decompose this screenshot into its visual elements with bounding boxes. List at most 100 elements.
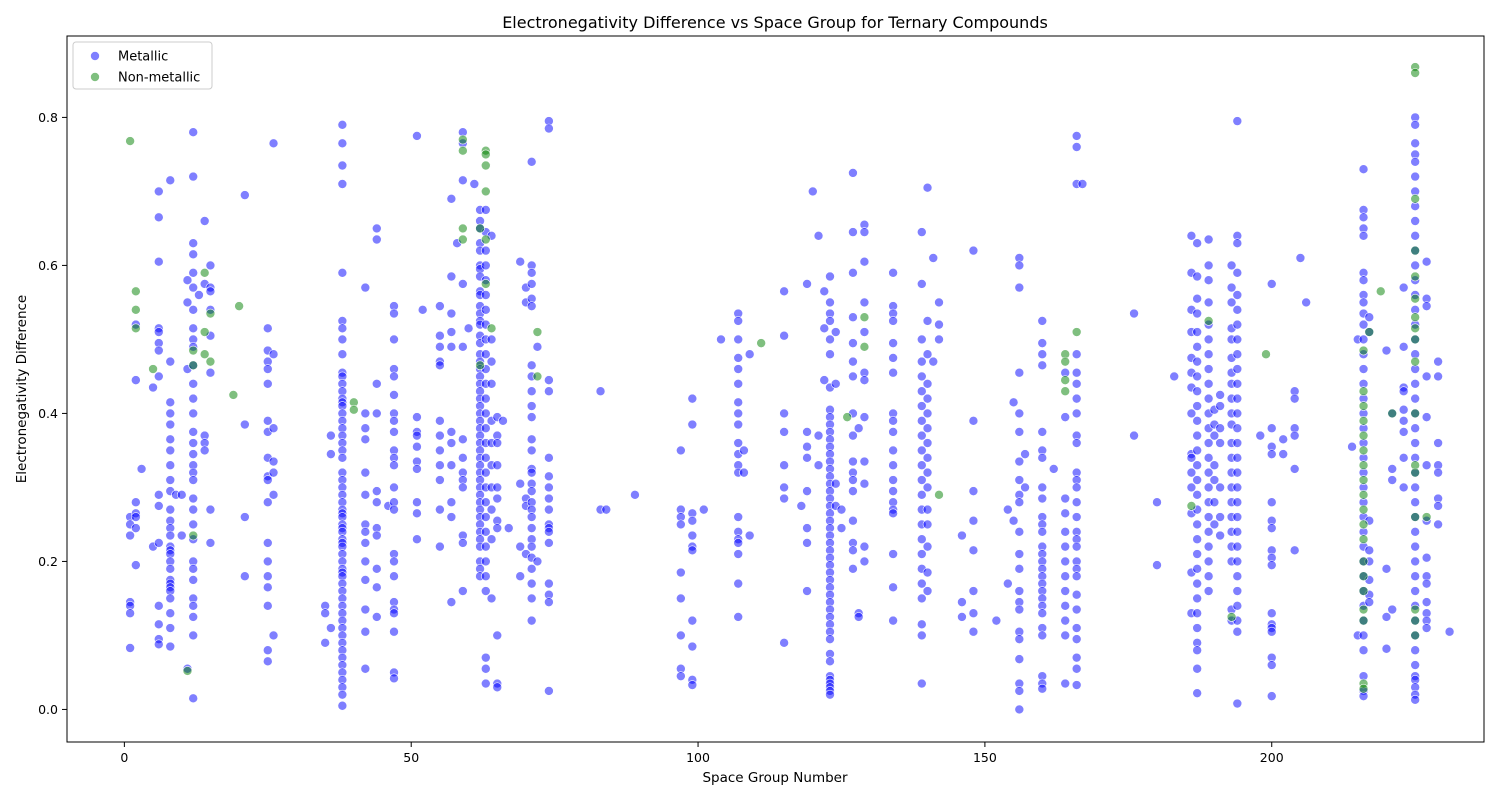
data-point-metallic	[1215, 423, 1225, 434]
data-point-metallic	[825, 634, 835, 644]
data-point-metallic	[165, 504, 176, 515]
data-point-metallic	[412, 412, 422, 422]
data-point-metallic	[1192, 645, 1202, 656]
data-point-metallic	[1060, 493, 1071, 504]
data-point-metallic	[802, 538, 812, 548]
data-point-metallic	[153, 538, 164, 548]
data-point-metallic	[1192, 623, 1202, 633]
data-point-metallic	[526, 386, 537, 397]
data-point-metallic	[1008, 515, 1019, 526]
data-point-metallic	[337, 334, 348, 345]
data-point-metallic	[916, 578, 927, 589]
data-point-metallic	[848, 430, 858, 441]
data-point-metallic	[446, 597, 457, 607]
data-point-metallic	[389, 416, 399, 426]
data-point-non-metallic	[1410, 615, 1420, 626]
data-point-metallic	[1071, 652, 1082, 663]
data-point-metallic	[802, 453, 812, 463]
data-point-metallic	[268, 456, 279, 467]
data-point-metallic	[916, 630, 927, 641]
data-point-non-metallic	[1358, 401, 1369, 411]
data-point-metallic	[888, 427, 898, 437]
data-point-metallic	[131, 523, 141, 533]
legend-label-metallic: Metallic	[118, 50, 168, 65]
data-point-metallic	[188, 519, 199, 530]
data-point-metallic	[859, 478, 870, 489]
data-point-metallic	[934, 319, 944, 330]
data-point-metallic	[205, 367, 216, 378]
data-point-metallic	[922, 586, 933, 596]
data-point-metallic	[1152, 497, 1162, 508]
data-point-metallic	[1410, 171, 1420, 182]
data-point-metallic	[188, 379, 199, 389]
data-point-metallic	[371, 408, 382, 419]
x-tick-label: 50	[403, 750, 419, 765]
data-point-metallic	[1410, 497, 1420, 508]
data-point-metallic	[1060, 412, 1071, 422]
data-point-metallic	[446, 427, 457, 437]
data-point-metallic	[1266, 560, 1277, 570]
data-point-metallic	[435, 475, 445, 485]
data-point-non-metallic	[1358, 345, 1369, 356]
data-point-metallic	[1192, 401, 1202, 411]
data-point-metallic	[968, 608, 979, 619]
data-point-metallic	[922, 519, 933, 530]
data-point-metallic	[480, 349, 491, 360]
data-point-metallic	[526, 445, 537, 456]
data-point-metallic	[733, 408, 744, 419]
data-point-metallic	[1410, 393, 1420, 404]
data-point-non-metallic	[1410, 68, 1420, 78]
data-point-metallic	[1209, 497, 1220, 508]
data-point-metallic	[446, 194, 457, 204]
data-point-metallic	[859, 456, 870, 467]
data-point-metallic	[435, 504, 445, 515]
data-point-non-metallic	[1060, 375, 1071, 385]
data-point-metallic	[165, 356, 176, 367]
data-point-metallic	[492, 438, 503, 448]
legend-box	[72, 41, 213, 90]
data-point-metallic	[412, 441, 422, 452]
data-point-metallic	[1226, 297, 1237, 308]
data-point-metallic	[1381, 345, 1392, 356]
data-point-metallic	[888, 615, 898, 626]
data-point-metallic	[676, 567, 686, 578]
data-point-metallic	[165, 608, 176, 619]
data-point-metallic	[337, 323, 348, 334]
data-point-non-metallic	[842, 412, 853, 422]
data-point-metallic	[1203, 260, 1214, 271]
data-point-metallic	[922, 567, 933, 578]
data-point-metallic	[412, 430, 422, 441]
data-point-metallic	[957, 612, 967, 622]
data-point-non-metallic	[125, 136, 135, 146]
data-point-metallic	[480, 512, 491, 522]
data-point-metallic	[389, 482, 399, 493]
data-point-metallic	[1071, 367, 1082, 378]
data-point-metallic	[1410, 231, 1420, 241]
data-point-non-metallic	[199, 327, 210, 337]
data-point-metallic	[739, 445, 749, 456]
data-point-metallic	[1192, 342, 1202, 352]
data-point-metallic	[779, 408, 789, 419]
data-point-metallic	[337, 700, 348, 711]
data-point-metallic	[1003, 578, 1013, 589]
data-point-metallic	[1071, 623, 1082, 633]
data-point-metallic	[165, 460, 176, 471]
data-point-metallic	[480, 527, 491, 537]
data-point-metallic	[1232, 556, 1243, 567]
data-point-metallic	[188, 427, 199, 437]
data-point-metallic	[1203, 512, 1214, 522]
data-point-metallic	[1398, 416, 1409, 426]
data-point-metallic	[526, 564, 537, 574]
data-point-metallic	[1129, 308, 1139, 319]
data-point-metallic	[492, 460, 503, 471]
data-point-metallic	[1209, 475, 1220, 485]
data-point-metallic	[676, 630, 686, 641]
data-point-metallic	[1060, 541, 1071, 552]
data-point-metallic	[1037, 338, 1048, 348]
data-point-metallic	[360, 575, 371, 585]
data-point-metallic	[601, 504, 612, 515]
data-point-metallic	[526, 157, 537, 167]
data-point-metallic	[1192, 490, 1202, 500]
data-point-metallic	[544, 375, 554, 385]
data-point-metallic	[389, 504, 399, 515]
